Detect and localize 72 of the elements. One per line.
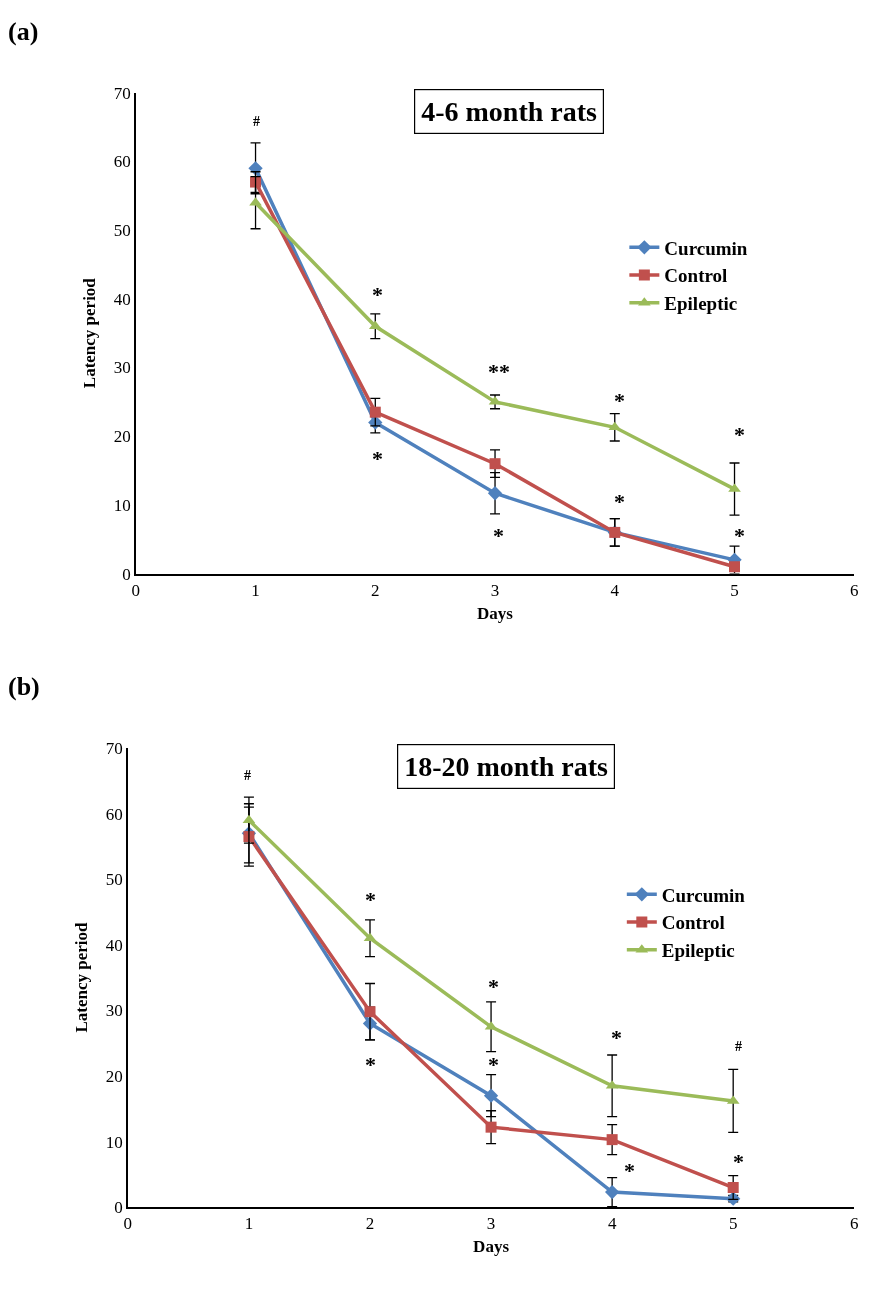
annotation: * (734, 523, 745, 548)
y-tick-label: 40 (105, 935, 123, 955)
text: (b) (8, 672, 40, 701)
legend-label: Curcumin (664, 237, 748, 259)
x-tick-label: 6 (850, 1214, 859, 1234)
point (608, 421, 622, 431)
legend-label: Control (664, 265, 728, 287)
x-tick-label: 1 (251, 580, 260, 600)
y-tick-label: 10 (105, 1132, 123, 1152)
y-tick-label: 30 (105, 1001, 123, 1021)
x-tick-label: 1 (244, 1214, 254, 1234)
x-tick-label: 5 (728, 1214, 738, 1234)
point (606, 1134, 618, 1146)
y-tick-label: 20 (113, 427, 131, 447)
y-tick-label: 10 (113, 495, 131, 515)
legend-label: Epileptic (661, 940, 735, 962)
x-tick-label: 3 (490, 580, 500, 600)
legend-label: Epileptic (664, 293, 738, 315)
y-tick-label: 50 (105, 870, 123, 890)
x-tick-label: 5 (730, 580, 739, 600)
text: (a) (8, 17, 39, 46)
x-tick-label: 2 (371, 580, 380, 600)
point (483, 1088, 499, 1103)
legend-label: Curcumin (661, 884, 746, 906)
chart-title: 18-20 month rats (404, 751, 609, 783)
y-tick-label: 70 (113, 83, 131, 103)
annotation: * (614, 489, 625, 514)
point (487, 486, 503, 501)
annotation: * (614, 388, 625, 413)
annotation: * (733, 1149, 744, 1174)
y-axis-title: Latency period (79, 277, 99, 389)
y-tick-label: 40 (113, 289, 131, 309)
annotation: * (488, 974, 499, 999)
annotation: * (372, 282, 383, 307)
y-tick-label: 60 (105, 804, 123, 824)
point (727, 1182, 739, 1193)
x-tick-label: 4 (607, 1214, 617, 1234)
annotation: # (735, 1039, 742, 1054)
y-tick-label: 70 (105, 738, 123, 758)
point (604, 1184, 620, 1200)
point (485, 1121, 497, 1133)
y-axis-title: Latency period (71, 922, 91, 1033)
point (368, 320, 382, 330)
annotation: * (365, 1052, 376, 1077)
annotation: # (253, 114, 260, 129)
y-tick-label: 0 (114, 1198, 123, 1218)
point (364, 1006, 376, 1018)
y-tick-label: 20 (105, 1066, 123, 1086)
x-axis-title: Days (477, 603, 514, 623)
y-tick-label: 30 (113, 358, 131, 378)
point (729, 561, 741, 573)
y-tick-label: 0 (122, 564, 131, 584)
annotation: # (244, 768, 251, 783)
legend-label: Control (661, 912, 725, 934)
annotation: * (365, 887, 376, 912)
annotation: * (493, 523, 504, 548)
annotation: * (734, 422, 745, 447)
y-tick-label: 50 (113, 221, 131, 241)
x-tick-label: 6 (850, 580, 859, 600)
chart-title: 4-6 month rats (421, 96, 598, 128)
annotation: * (611, 1025, 622, 1050)
x-tick-label: 3 (486, 1214, 496, 1234)
point (489, 458, 501, 470)
point (369, 406, 381, 418)
annotation: ** (488, 359, 510, 384)
x-tick-label: 4 (610, 580, 620, 600)
annotation: * (372, 446, 383, 471)
x-tick-label: 2 (365, 1214, 375, 1234)
annotation: * (624, 1158, 635, 1183)
y-tick-label: 60 (113, 152, 131, 172)
x-axis-title: Days (473, 1237, 510, 1257)
annotation: * (488, 1052, 499, 1077)
